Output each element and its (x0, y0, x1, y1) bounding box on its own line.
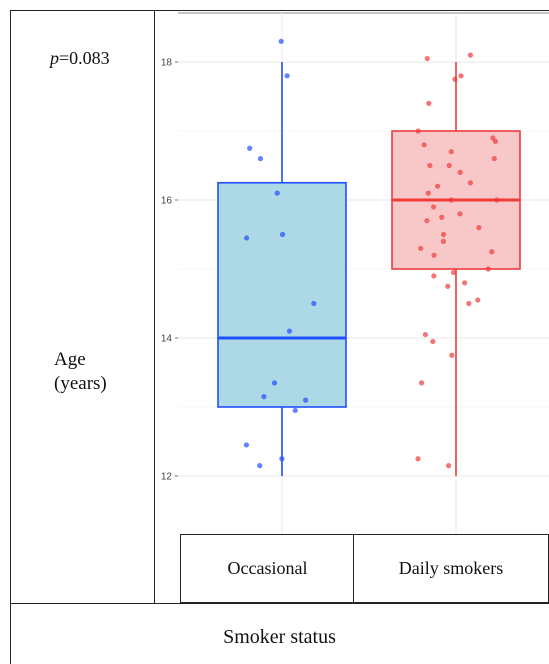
data-point-occasional (257, 463, 262, 468)
data-point-occasional (287, 329, 292, 334)
data-point-daily-smokers (426, 101, 431, 106)
p-value-annotation: p=0.083 (50, 48, 110, 69)
data-point-daily-smokers (466, 301, 471, 306)
data-point-occasional (279, 456, 284, 461)
x-category-label-daily-smokers: Daily smokers (353, 534, 549, 603)
data-point-daily-smokers (431, 204, 436, 209)
data-point-daily-smokers (441, 239, 446, 244)
data-point-daily-smokers (435, 184, 440, 189)
data-point-daily-smokers (489, 249, 494, 254)
y-tick-label: 16 (161, 196, 173, 207)
data-point-occasional (247, 146, 252, 151)
p-symbol: p (50, 48, 59, 68)
x-axis-title: Smoker status (10, 626, 549, 649)
data-point-occasional (244, 235, 249, 240)
boxplot-chart: 12 14 16 18 (155, 10, 549, 534)
data-point-occasional (285, 73, 290, 78)
data-point-daily-smokers (493, 139, 498, 144)
x-category-label-occasional: Occasional (180, 534, 355, 603)
data-point-daily-smokers (486, 266, 491, 271)
y-axis-title: Age (years) (54, 348, 107, 396)
data-point-daily-smokers (452, 77, 457, 82)
data-point-daily-smokers (431, 273, 436, 278)
data-point-daily-smokers (441, 232, 446, 237)
y-tick-label: 14 (161, 334, 173, 345)
data-point-daily-smokers (422, 142, 427, 147)
box-occasional (218, 183, 346, 407)
y-axis-title-line1: Age (54, 348, 107, 372)
data-point-daily-smokers (416, 128, 421, 133)
data-point-daily-smokers (494, 197, 499, 202)
data-point-occasional (303, 398, 308, 403)
data-point-daily-smokers (457, 211, 462, 216)
data-point-daily-smokers (431, 253, 436, 258)
data-point-occasional (261, 394, 266, 399)
data-point-daily-smokers (419, 380, 424, 385)
data-point-daily-smokers (458, 170, 463, 175)
data-point-daily-smokers (462, 280, 467, 285)
y-tick-label: 12 (161, 472, 173, 483)
data-point-daily-smokers (458, 73, 463, 78)
data-point-daily-smokers (468, 180, 473, 185)
data-point-daily-smokers (446, 463, 451, 468)
data-point-occasional (275, 191, 280, 196)
data-point-daily-smokers (424, 218, 429, 223)
data-point-daily-smokers (492, 156, 497, 161)
p-value: =0.083 (59, 48, 110, 68)
data-point-daily-smokers (449, 149, 454, 154)
data-point-daily-smokers (423, 332, 428, 337)
data-point-daily-smokers (427, 163, 432, 168)
data-point-occasional (280, 232, 285, 237)
data-point-occasional (279, 39, 284, 44)
data-point-daily-smokers (451, 270, 456, 275)
y-axis-title-line2: (years) (54, 372, 107, 396)
data-point-daily-smokers (447, 163, 452, 168)
data-point-daily-smokers (475, 297, 480, 302)
data-point-occasional (272, 380, 277, 385)
data-point-daily-smokers (439, 215, 444, 220)
data-point-occasional (244, 442, 249, 447)
data-point-daily-smokers (468, 53, 473, 58)
data-point-daily-smokers (449, 197, 454, 202)
data-point-occasional (293, 408, 298, 413)
data-point-daily-smokers (445, 284, 450, 289)
data-point-daily-smokers (426, 191, 431, 196)
data-point-daily-smokers (476, 225, 481, 230)
data-point-daily-smokers (418, 246, 423, 251)
left-panel: p=0.083 Age (years) (10, 10, 155, 604)
data-point-occasional (258, 156, 263, 161)
data-point-occasional (311, 301, 316, 306)
data-point-daily-smokers (449, 353, 454, 358)
data-point-daily-smokers (425, 56, 430, 61)
data-point-daily-smokers (430, 339, 435, 344)
x-axis-title-row: Smoker status (10, 603, 549, 664)
data-point-daily-smokers (415, 456, 420, 461)
y-tick-label: 18 (161, 58, 173, 69)
